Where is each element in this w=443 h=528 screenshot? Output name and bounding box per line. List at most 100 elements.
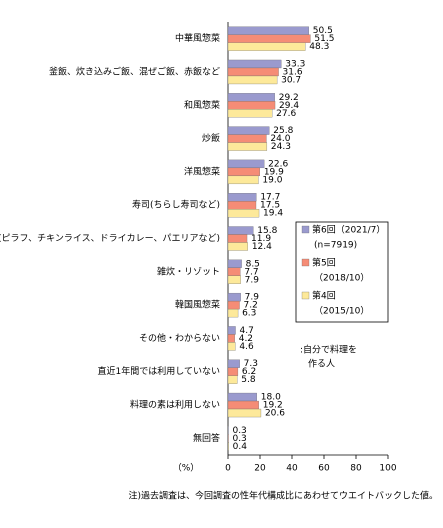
bar: [227, 193, 257, 202]
bar: [227, 26, 309, 35]
bar: [227, 142, 268, 151]
y-tick-label: 洋風惣菜: [184, 165, 220, 177]
value-label: 24.0: [270, 134, 290, 144]
value-label: 50.5: [313, 26, 333, 36]
bar: [227, 42, 306, 51]
value-label: 19.9: [264, 167, 284, 177]
bar: [227, 201, 257, 210]
legend-label: 第4回: [312, 290, 336, 302]
legend-swatch: [301, 225, 310, 234]
legend-box: [295, 221, 389, 323]
value-label: 4.7: [240, 326, 254, 336]
value-label: 19.4: [263, 209, 283, 219]
bar: [227, 234, 248, 243]
x-tick-label: 60: [318, 464, 330, 474]
y-tick-label: 寿司(ちらし寿司など): [132, 199, 220, 211]
value-label: 6.3: [242, 309, 256, 319]
value-label: 33.3: [285, 59, 305, 69]
y-tick-label: 無回答: [193, 432, 220, 444]
value-label: 8.5: [246, 259, 260, 269]
value-label: 12.4: [252, 242, 272, 252]
value-label: 19.2: [263, 401, 283, 411]
y-tick-label: 料理の素は利用しない: [130, 399, 220, 411]
y-tick-label: 炒飯: [202, 132, 220, 144]
value-label: 27.6: [276, 109, 296, 119]
bar: [227, 259, 242, 268]
legend-label: （2015/10）: [314, 306, 369, 317]
bar: [227, 134, 267, 143]
legend-swatch: [301, 258, 310, 267]
x-tick-label: 0: [225, 464, 231, 474]
value-label: 11.9: [251, 234, 271, 244]
value-label: 0.3: [232, 434, 246, 444]
bar: [227, 442, 229, 451]
value-label: 7.9: [245, 293, 260, 303]
value-label: 17.7: [260, 193, 280, 203]
bar: [227, 334, 235, 343]
y-tick-label: 中華風惣菜: [175, 32, 220, 44]
x-tick-label: 80: [350, 464, 362, 474]
bar: [227, 67, 279, 77]
bar: [227, 267, 241, 276]
value-label: 29.2: [279, 93, 299, 103]
legend-label: (n=7919): [314, 241, 357, 251]
value-label: 7.2: [244, 301, 258, 311]
bar: [227, 175, 259, 185]
value-label: 15.8: [257, 226, 277, 236]
bar: [227, 109, 273, 118]
value-label: 5.8: [241, 375, 256, 385]
bar: [227, 326, 236, 335]
bar: [227, 408, 262, 418]
x-tick-label: 20: [254, 464, 266, 474]
x-tick-label: 100: [379, 464, 396, 474]
bar: [227, 101, 276, 110]
bar: [227, 34, 311, 43]
y-tick-label: その他・わからない: [139, 332, 220, 344]
bar: [227, 300, 240, 310]
bar: [227, 167, 260, 177]
y-tick-label: 雑炊・リゾット: [157, 265, 220, 277]
bar: [227, 226, 254, 235]
value-label: 19.0: [262, 175, 282, 185]
value-label: 7.3: [244, 359, 258, 369]
y-tick-label: 洋風ご飯(ピラフ、チキンライス、ドライカレー、パエリアなど): [0, 232, 220, 244]
bar: [227, 359, 240, 368]
value-label: 30.7: [281, 75, 301, 85]
annotation: :自分で料理を: [300, 344, 357, 356]
value-label: 22.6: [268, 159, 288, 169]
bar: [227, 400, 259, 410]
bar: [227, 308, 239, 318]
bar: [227, 242, 248, 251]
value-label: 0.4: [233, 442, 248, 452]
bar: [227, 75, 278, 85]
bar: [227, 292, 241, 302]
x-axis-label: （%）: [173, 463, 200, 474]
value-label: 18.0: [261, 393, 281, 403]
bar: [227, 342, 236, 351]
legend-label: 第5回: [312, 257, 336, 269]
value-label: 24.3: [271, 142, 291, 152]
bar: [227, 59, 282, 69]
annotation: 作る人: [308, 358, 335, 370]
bar: [227, 392, 257, 402]
value-label: 20.6: [265, 409, 285, 419]
x-tick-label: 40: [286, 464, 298, 474]
y-tick-label: 釜飯、炊き込みご飯、混ぜご飯、赤飯など: [49, 65, 220, 77]
bar: [227, 375, 238, 384]
bar: [227, 209, 260, 218]
value-label: 4.6: [239, 342, 254, 352]
value-label: 51.5: [314, 34, 334, 44]
bar: [227, 93, 275, 102]
bar: [227, 275, 241, 284]
value-label: 4.2: [239, 334, 253, 344]
value-label: 6.2: [242, 367, 256, 377]
value-label: 17.5: [260, 201, 280, 211]
y-tick-label: 直近1年間では利用していない: [98, 365, 220, 377]
legend-label: （2018/10）: [314, 273, 369, 284]
value-label: 0.3: [232, 426, 246, 436]
y-tick-label: 韓国風惣菜: [175, 299, 220, 311]
bar: [227, 126, 270, 135]
value-label: 25.8: [273, 126, 293, 136]
legend-swatch: [301, 291, 310, 300]
